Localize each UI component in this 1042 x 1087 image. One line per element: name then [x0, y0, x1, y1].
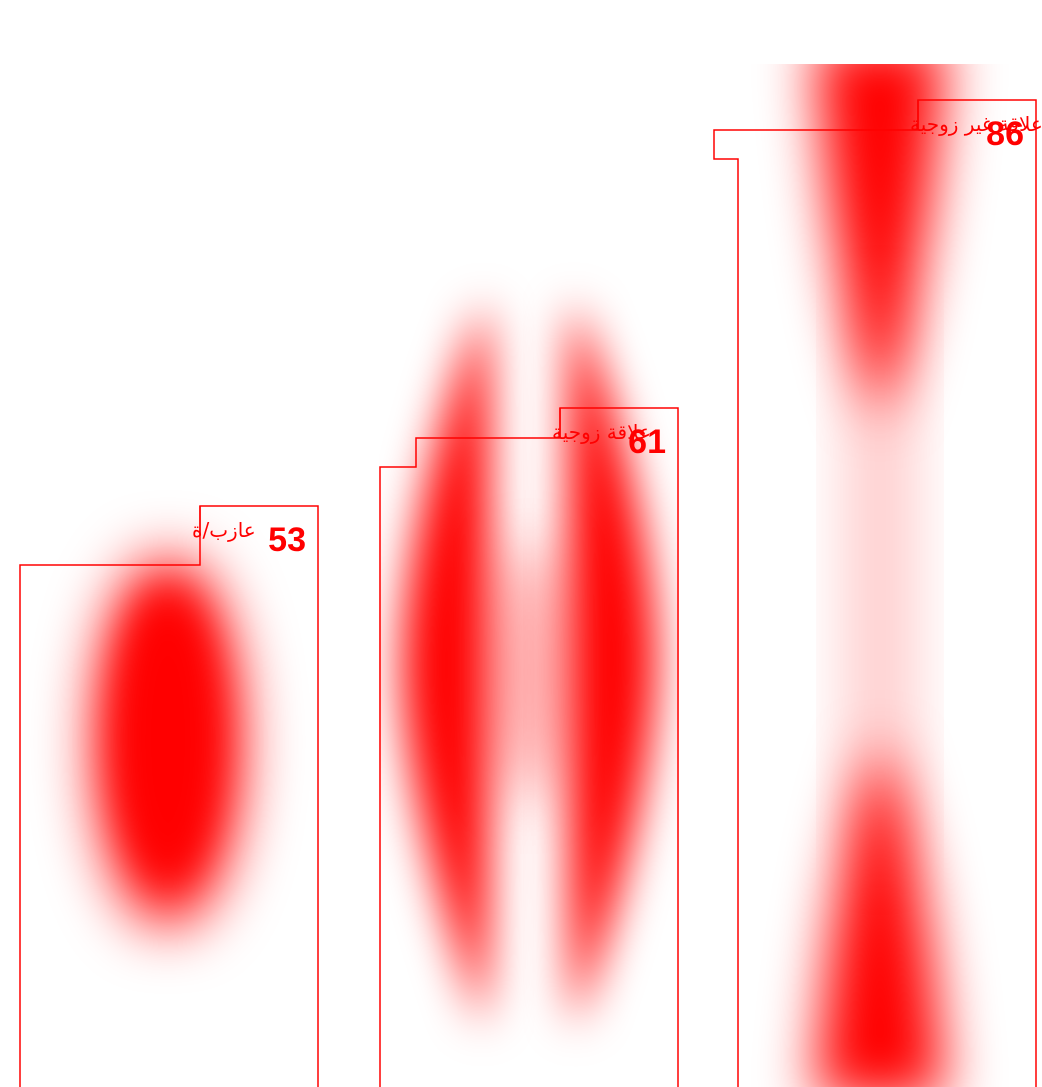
gradient-spine	[848, 300, 912, 860]
gradient-bottom-cone	[815, 740, 945, 1087]
bar-outline	[379, 407, 679, 1087]
category-label: عازب/ة	[192, 518, 256, 542]
category-label: علاقة غير زوجية	[910, 112, 1042, 136]
bar-group-1: 53 عازب/ة	[19, 505, 319, 1087]
bar-value-label: 86	[986, 115, 1024, 153]
category-label: علاقة زوجية	[552, 420, 651, 444]
bar-fill-art	[815, 64, 945, 1087]
gradient-center	[491, 542, 567, 802]
gradient-top-cone	[816, 64, 944, 420]
bar-fill-art	[96, 557, 240, 927]
gradient-right-lobe	[567, 300, 657, 1030]
gradient-core	[120, 595, 216, 875]
bar-value-label: 61	[628, 423, 666, 461]
bar-value-label: 53	[268, 521, 306, 559]
gradient-left-lobe	[401, 300, 491, 1030]
bar-fill-art	[401, 300, 657, 1030]
bar-outline	[713, 99, 1037, 1087]
